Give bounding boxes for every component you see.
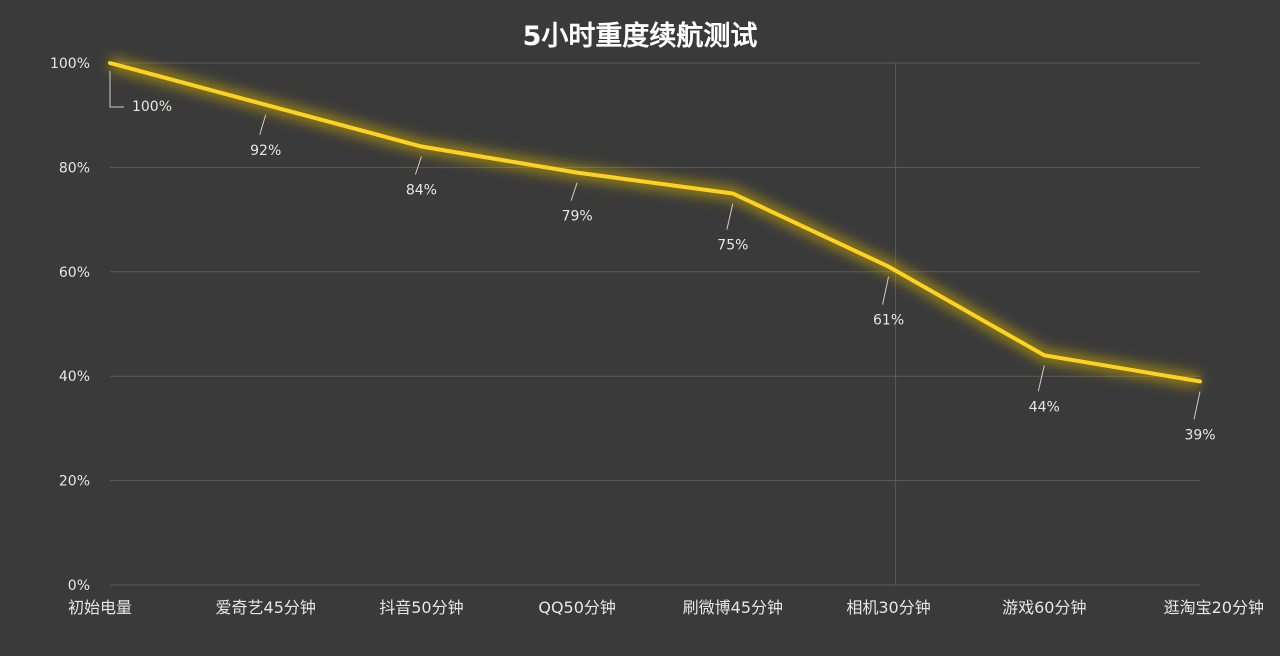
data-label-leaders (109, 71, 1201, 420)
data-label-leader (726, 203, 734, 230)
x-axis-category-labels: 初始电量 爱奇艺45分钟 抖音50分钟 QQ50分钟 刷微博45分钟 相机30分钟 游戏60… (68, 598, 1264, 617)
y-tick-label: 20% (59, 474, 90, 490)
y-tick-label: 80% (59, 160, 90, 176)
x-category-label: 逛淘宝20分钟 (1164, 598, 1264, 617)
data-label-leader (570, 182, 578, 201)
y-tick-label: 40% (59, 369, 90, 385)
x-category-label: 抖音50分钟 (379, 598, 463, 617)
x-category-label: 相机30分钟 (846, 598, 930, 617)
chart-title: 5小时重度续航测试 (522, 21, 758, 52)
data-label-leader (882, 276, 890, 305)
y-tick-label: 100% (50, 56, 90, 72)
data-label-leader (259, 114, 267, 135)
x-category-label: 游戏60分钟 (1002, 598, 1086, 617)
data-labels: 100% 92% 84% 79% 75% 61% 44% 39% (132, 99, 1216, 443)
x-category-label: 爱奇艺45分钟 (216, 598, 316, 617)
data-label: 100% (132, 99, 172, 115)
data-label-leader (1193, 391, 1201, 420)
y-tick-label: 60% (59, 265, 90, 281)
data-label: 44% (1029, 399, 1060, 415)
y-tick-label: 0% (68, 578, 90, 594)
data-label: 92% (250, 143, 281, 159)
series-line (108, 56, 1202, 389)
data-label-leader (414, 156, 422, 175)
y-axis-tick-labels: 0% 20% 40% 60% 80% 100% (50, 56, 90, 594)
data-label: 61% (873, 313, 904, 329)
data-label: 75% (717, 238, 748, 254)
data-label-leader (1037, 365, 1045, 392)
data-label: 84% (406, 183, 437, 199)
x-category-label: QQ50分钟 (538, 598, 616, 617)
data-label-leader (109, 71, 124, 108)
data-label: 39% (1184, 427, 1215, 443)
grid-lines (110, 62, 1200, 586)
x-category-label: 刷微博45分钟 (683, 598, 783, 617)
x-category-label: 初始电量 (68, 598, 132, 617)
series-line-glow (108, 56, 1202, 389)
data-label: 79% (562, 209, 593, 225)
series-line-path (108, 61, 1202, 384)
